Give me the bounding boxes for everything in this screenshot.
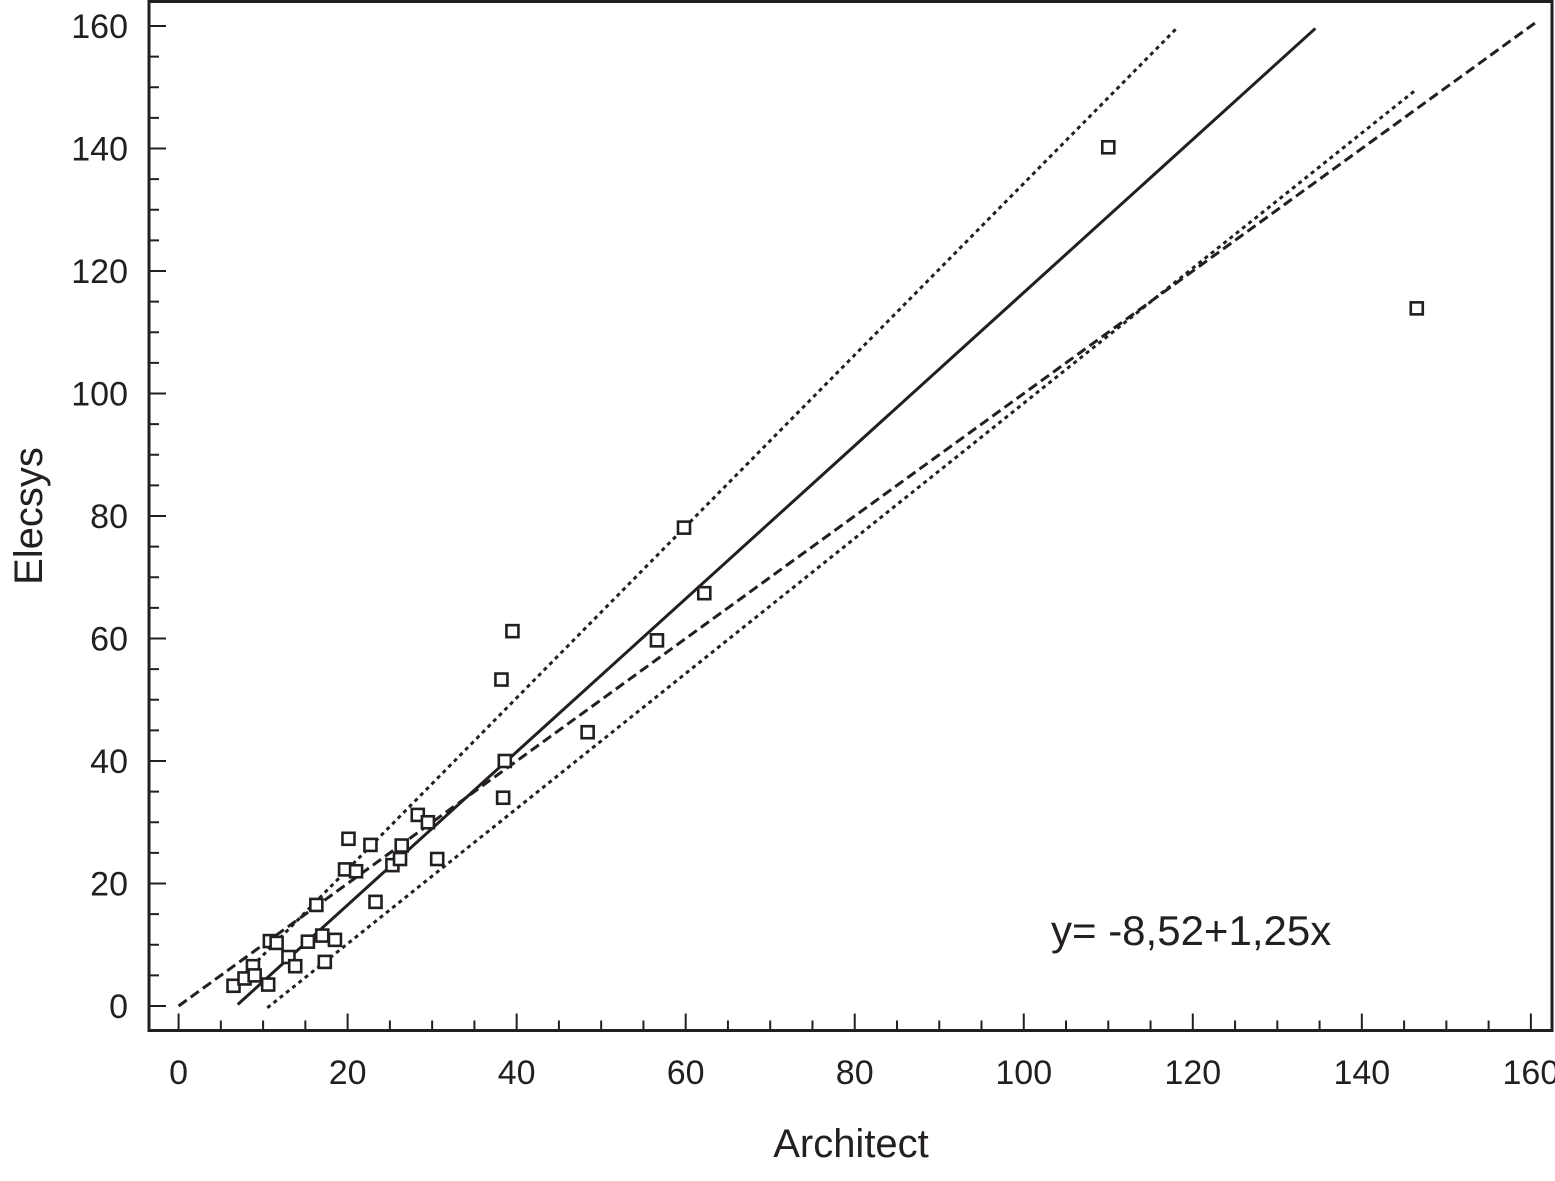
x-tick-label-40: 40	[498, 1054, 536, 1092]
x-tick-label-120: 120	[1164, 1054, 1221, 1092]
y-tick-label-20: 20	[90, 866, 128, 904]
data-point-10	[309, 897, 324, 913]
data-point-29	[580, 724, 595, 740]
x-tick-label-20: 20	[329, 1054, 367, 1092]
y-tick-label-40: 40	[90, 743, 128, 781]
y-tick-label-160: 160	[71, 8, 128, 46]
data-point-17	[363, 837, 378, 853]
data-point-3	[247, 968, 262, 983]
data-points	[226, 139, 1425, 994]
x-tick-label-0: 0	[169, 1054, 188, 1092]
y-axis-ticks: 0 20 40 60 80 100 120 140 160	[71, 8, 166, 1026]
y-tick-label-60: 60	[90, 621, 128, 659]
data-point-4	[260, 977, 276, 992]
x-tick-label-80: 80	[836, 1054, 874, 1092]
x-axis-title: Architect	[773, 1122, 929, 1166]
y-tick-label-80: 80	[90, 498, 128, 536]
data-point-11	[314, 928, 330, 943]
y-tick-label-100: 100	[71, 376, 128, 414]
data-point-8	[287, 958, 303, 974]
x-tick-label-100: 100	[995, 1054, 1052, 1092]
data-point-24	[429, 851, 445, 867]
data-point-28	[505, 623, 520, 639]
data-point-20	[392, 851, 408, 867]
line-solid-0	[236, 27, 1317, 1006]
data-point-27	[497, 753, 513, 769]
data-point-15	[341, 831, 356, 847]
y-tick-label-120: 120	[71, 253, 128, 291]
data-point-32	[696, 585, 712, 601]
data-point-33	[1100, 139, 1116, 155]
line-dotted-3	[266, 87, 1418, 1010]
data-point-25	[494, 672, 509, 687]
data-point-30	[649, 633, 665, 648]
y-tick-label-140: 140	[71, 131, 128, 169]
x-tick-label-160: 160	[1503, 1054, 1555, 1092]
line-dotted-2	[245, 28, 1177, 974]
data-point-0	[226, 978, 241, 994]
data-point-31	[676, 520, 692, 535]
y-tick-label-0: 0	[109, 988, 128, 1026]
data-point-6	[269, 935, 284, 951]
y-axis-title: Elecsys	[7, 447, 51, 585]
x-axis-ticks: 0 20 40 60 80 100 120 140 160	[169, 1013, 1555, 1092]
data-point-13	[327, 932, 343, 948]
line-dashed-1	[177, 21, 1536, 1008]
data-point-16	[348, 863, 364, 879]
x-tick-label-140: 140	[1333, 1054, 1390, 1092]
data-point-18	[368, 894, 383, 910]
data-point-34	[1409, 301, 1425, 316]
equation-annotation: y= -8,52+1,25x	[1051, 907, 1331, 954]
data-point-12	[317, 954, 333, 970]
data-point-26	[495, 790, 511, 806]
x-tick-label-60: 60	[667, 1054, 705, 1092]
data-point-23	[420, 814, 436, 830]
data-point-9	[300, 934, 316, 949]
regression-lines	[177, 21, 1536, 1010]
data-point-21	[394, 838, 410, 853]
